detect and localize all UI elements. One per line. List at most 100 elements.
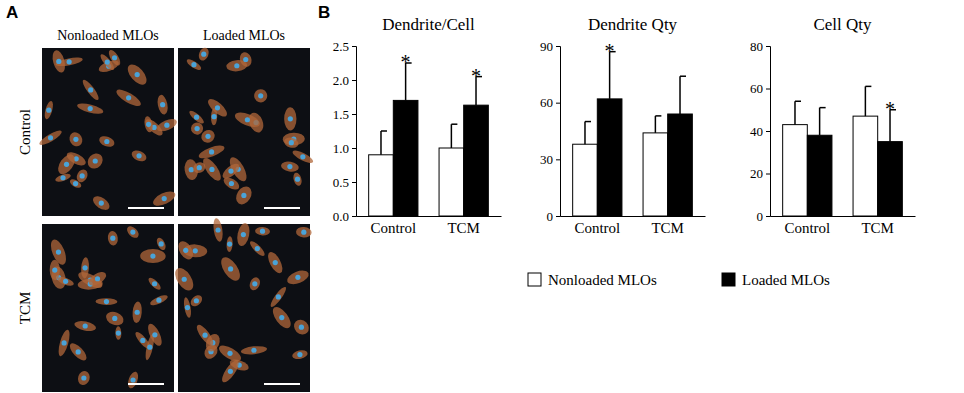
cell-body: [115, 326, 121, 340]
error-bar: [820, 108, 826, 136]
cell-nucleus: [211, 114, 216, 119]
y-tick-mark: [352, 148, 356, 149]
cell-body: [252, 87, 269, 105]
y-tick-label: 20: [750, 166, 763, 181]
cell-nucleus: [164, 123, 169, 128]
bar: [643, 133, 668, 216]
x-axis-line: [771, 216, 916, 217]
y-tick: 1.0: [333, 141, 356, 156]
y-tick: 2.0: [333, 73, 356, 88]
cell-nucleus: [252, 281, 257, 286]
row-label: TCM: [17, 292, 33, 325]
cell-nucleus: [260, 229, 265, 234]
cell-nucleus: [279, 315, 284, 320]
cell-nucleus: [245, 117, 250, 122]
cell-nucleus: [152, 332, 157, 337]
cell-nucleus: [276, 294, 281, 299]
error-bar: [585, 122, 591, 145]
column-label: Loaded MLOs: [203, 28, 285, 43]
x-tick: Control: [370, 216, 416, 236]
y-tick-label: 60: [540, 95, 553, 110]
cell-nucleus: [135, 72, 140, 77]
cell-nucleus: [194, 126, 199, 131]
cell-body: [145, 322, 164, 348]
cell-body: [171, 265, 196, 294]
scale-bar: [128, 207, 164, 209]
error-bar: [655, 116, 661, 133]
cell-nucleus: [61, 340, 66, 345]
cell-body: [76, 370, 91, 387]
cell-nucleus: [46, 108, 51, 113]
cell-body: [248, 276, 262, 292]
error-bar-stem: [679, 76, 681, 114]
cell-body: [291, 317, 312, 338]
cell-body: [147, 276, 163, 292]
significance-marker: *: [401, 51, 411, 73]
y-tick-label: 60: [750, 81, 763, 96]
y-tick-mark: [556, 159, 560, 160]
cell-nucleus: [104, 299, 109, 304]
cell-nucleus: [183, 248, 188, 253]
significance-marker: *: [471, 65, 481, 87]
bar: [878, 142, 903, 216]
cell-nucleus: [289, 140, 294, 145]
cell-body: [85, 150, 106, 171]
cell-body: [55, 151, 79, 177]
cell-nucleus: [105, 60, 110, 65]
cell-nucleus: [64, 162, 69, 167]
cell-nucleus: [136, 153, 141, 158]
bar: [573, 144, 598, 216]
error-bar-stem: [794, 101, 796, 124]
cell-nucleus: [194, 298, 199, 303]
y-tick-label: 80: [750, 39, 763, 54]
scale-bar: [264, 383, 300, 385]
cell-nucleus: [56, 249, 61, 254]
x-tick: Control: [784, 216, 830, 236]
chart-title: Cell Qty: [813, 15, 872, 34]
cell-nucleus: [52, 267, 57, 272]
error-bar-stem: [584, 122, 586, 145]
cell-body: [68, 178, 82, 190]
cell-body: [48, 237, 69, 266]
cell-body: [80, 78, 100, 102]
micrograph-background: [178, 224, 310, 392]
cell-nucleus: [67, 59, 72, 64]
cell-nucleus: [189, 167, 194, 172]
cell-nucleus: [288, 116, 293, 121]
cell-body: [98, 134, 116, 149]
cell-nucleus: [215, 227, 220, 232]
cell-nucleus: [193, 248, 198, 253]
y-tick-label: 1.0: [333, 141, 349, 156]
cell-nucleus: [297, 352, 302, 357]
bar: [369, 155, 394, 216]
cell-body: [56, 275, 75, 287]
bar: [597, 99, 622, 216]
cell-nucleus: [287, 164, 292, 169]
cell-body: [238, 51, 254, 69]
cell-body: [50, 49, 67, 74]
y-tick-mark: [766, 46, 770, 47]
cell-body: [132, 301, 143, 323]
cell-body: [140, 249, 166, 263]
legend-swatch: [528, 273, 541, 286]
cell-nucleus: [48, 135, 53, 140]
scale-bar: [264, 207, 300, 209]
cell-nucleus: [234, 63, 239, 68]
cell-nucleus: [130, 229, 135, 234]
y-tick-label: 0.5: [333, 175, 349, 190]
legend-label: Loaded MLOs: [742, 272, 830, 288]
bar: [439, 148, 464, 216]
cell-body: [155, 236, 167, 251]
cell-nucleus: [152, 281, 157, 286]
cell-body: [191, 160, 207, 175]
significance-marker: *: [605, 40, 615, 62]
error-bar: [680, 76, 686, 114]
cell-body: [50, 260, 60, 281]
cell-nucleus: [146, 122, 151, 127]
cell-body: [87, 269, 109, 288]
cell-nucleus: [162, 196, 167, 201]
cell-body: [149, 293, 169, 307]
cell-nucleus: [241, 193, 246, 198]
x-tick: TCM: [861, 216, 894, 236]
y-tick: 0: [547, 209, 561, 224]
